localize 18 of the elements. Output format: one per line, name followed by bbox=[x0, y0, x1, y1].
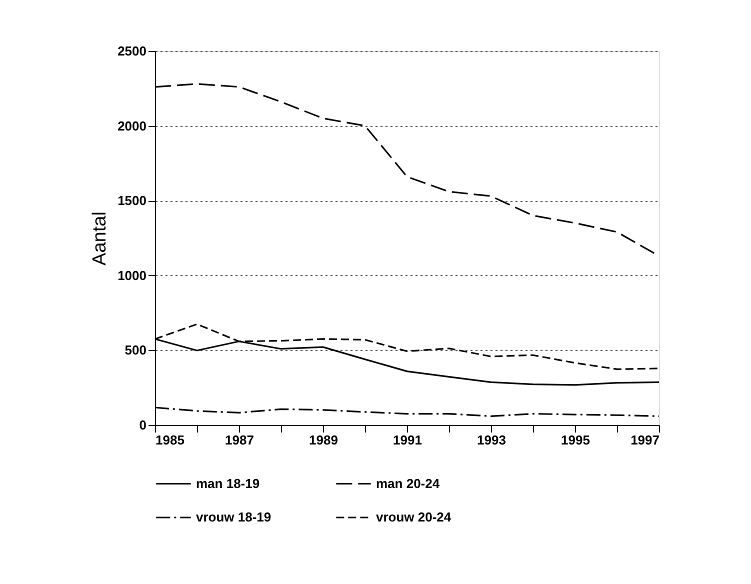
x-tick-label: 1987 bbox=[225, 432, 254, 448]
y-tick-label: 0 bbox=[139, 418, 146, 432]
legend-label: vrouw 20-24 bbox=[376, 510, 452, 524]
x-tick-label: 1985 bbox=[156, 432, 184, 448]
x-tick-label: 1995 bbox=[561, 432, 590, 448]
x-tick-label: 1989 bbox=[309, 432, 338, 448]
x-tick-label: 1991 bbox=[393, 432, 422, 448]
y-tick-label: 1500 bbox=[118, 193, 146, 208]
y-tick-label: 500 bbox=[124, 342, 146, 358]
legend-label: man 20-24 bbox=[376, 476, 440, 491]
y-axis-title: Aantal bbox=[90, 212, 111, 266]
x-tick-label: 1993 bbox=[477, 432, 506, 448]
y-tick-label: 2000 bbox=[118, 118, 146, 134]
x-tick-label: 1997 bbox=[630, 432, 660, 448]
y-tick-label: 2500 bbox=[118, 44, 146, 58]
legend-label: man 18-19 bbox=[196, 476, 260, 491]
legend-label: vrouw 18-19 bbox=[196, 510, 272, 524]
y-tick-label: 1000 bbox=[118, 268, 146, 283]
